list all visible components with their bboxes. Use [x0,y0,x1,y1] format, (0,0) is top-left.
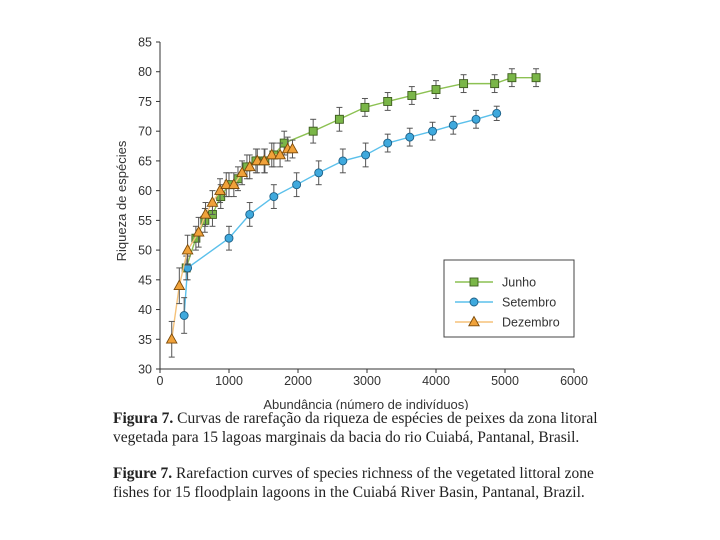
caption-portuguese: Figura 7. Curvas de rarefação da riqueza… [113,410,613,447]
data-point [243,160,256,172]
data-point [431,85,441,95]
x-tick-label: 6000 [560,374,588,388]
data-point [274,148,287,160]
data-point [383,97,393,106]
data-point [507,73,517,83]
data-point [181,243,194,255]
data-point [179,311,189,320]
data-point [407,91,417,100]
y-tick-label: 50 [138,244,152,258]
data-point [383,138,393,148]
y-tick-label: 65 [138,154,152,168]
data-point [490,79,500,89]
data-point [214,184,226,195]
series-junho [181,68,541,281]
legend-label-setembro: Setembro [502,296,556,310]
data-point [265,148,278,160]
caption-en-label: Figure 7. [113,465,173,482]
x-tick-label: 1000 [215,374,243,388]
data-point [192,225,205,237]
legend: Junho Setembro Dezembro [443,259,575,338]
y-tick-label: 35 [138,333,152,347]
y-tick-label: 45 [138,273,152,287]
legend-marker-setembro [469,297,479,307]
y-tick-label: 40 [138,303,152,317]
data-point [269,192,279,202]
data-point [286,142,299,154]
y-tick-label: 60 [138,184,152,198]
data-point [258,154,271,166]
data-point [405,132,415,142]
series-layer [165,68,541,358]
x-axis-label: Abundância (número de indivíduos) [263,397,468,410]
data-point [224,233,234,243]
x-tick-label: 0 [157,374,164,388]
x-tick-label: 4000 [422,374,450,388]
x-tick-label: 2000 [284,374,312,388]
data-point [199,207,212,219]
data-point [334,114,344,124]
series-setembro [179,105,502,334]
data-point [173,279,186,291]
x-tick-label: 3000 [353,374,381,388]
caption-pt-label: Figura 7. [113,410,174,427]
series-dezembro [165,136,299,358]
data-point [448,120,458,130]
data-point [314,168,324,178]
data-point [471,114,481,124]
data-point [360,102,370,112]
series-line-dezembro [171,148,293,340]
legend-marker-junho [469,277,479,287]
y-tick-label: 85 [138,36,152,50]
axis-ticks: 0 1000 2000 3000 4000 5000 6000 30 35 40 45 50 55 60 6… [138,36,588,389]
legend-box [443,259,575,338]
data-point [459,79,469,89]
data-point [292,180,302,190]
y-tick-label: 75 [138,95,152,109]
data-point [531,73,541,83]
data-point [165,332,178,344]
data-point [236,166,249,178]
y-tick-label: 70 [138,125,152,139]
data-point [492,108,502,118]
data-point [361,150,371,160]
legend-label-dezembro: Dezembro [502,316,560,330]
data-point [220,178,233,189]
legend-label-junho: Junho [502,276,536,290]
y-tick-label: 30 [138,363,152,377]
data-point [227,178,240,189]
x-tick-label: 5000 [491,374,519,388]
caption-en-text: Rarefaction curves of species richness o… [113,465,594,501]
legend-marker-dezembro [468,315,480,327]
data-point [245,209,255,219]
y-tick-label: 80 [138,65,152,79]
y-tick-label: 55 [138,214,152,228]
caption-pt-text: Curvas de rarefação da riqueza de espéci… [113,410,598,446]
y-axis-label: Riqueza de espécies [114,140,129,261]
rarefaction-chart: 0 1000 2000 3000 4000 5000 6000 30 35 40 45 50 55 60 6… [114,36,588,411]
caption-english: Figure 7. Rarefaction curves of species … [113,465,613,502]
data-point [428,126,437,136]
data-point [338,156,348,166]
data-point [308,126,318,136]
data-point [206,196,219,207]
